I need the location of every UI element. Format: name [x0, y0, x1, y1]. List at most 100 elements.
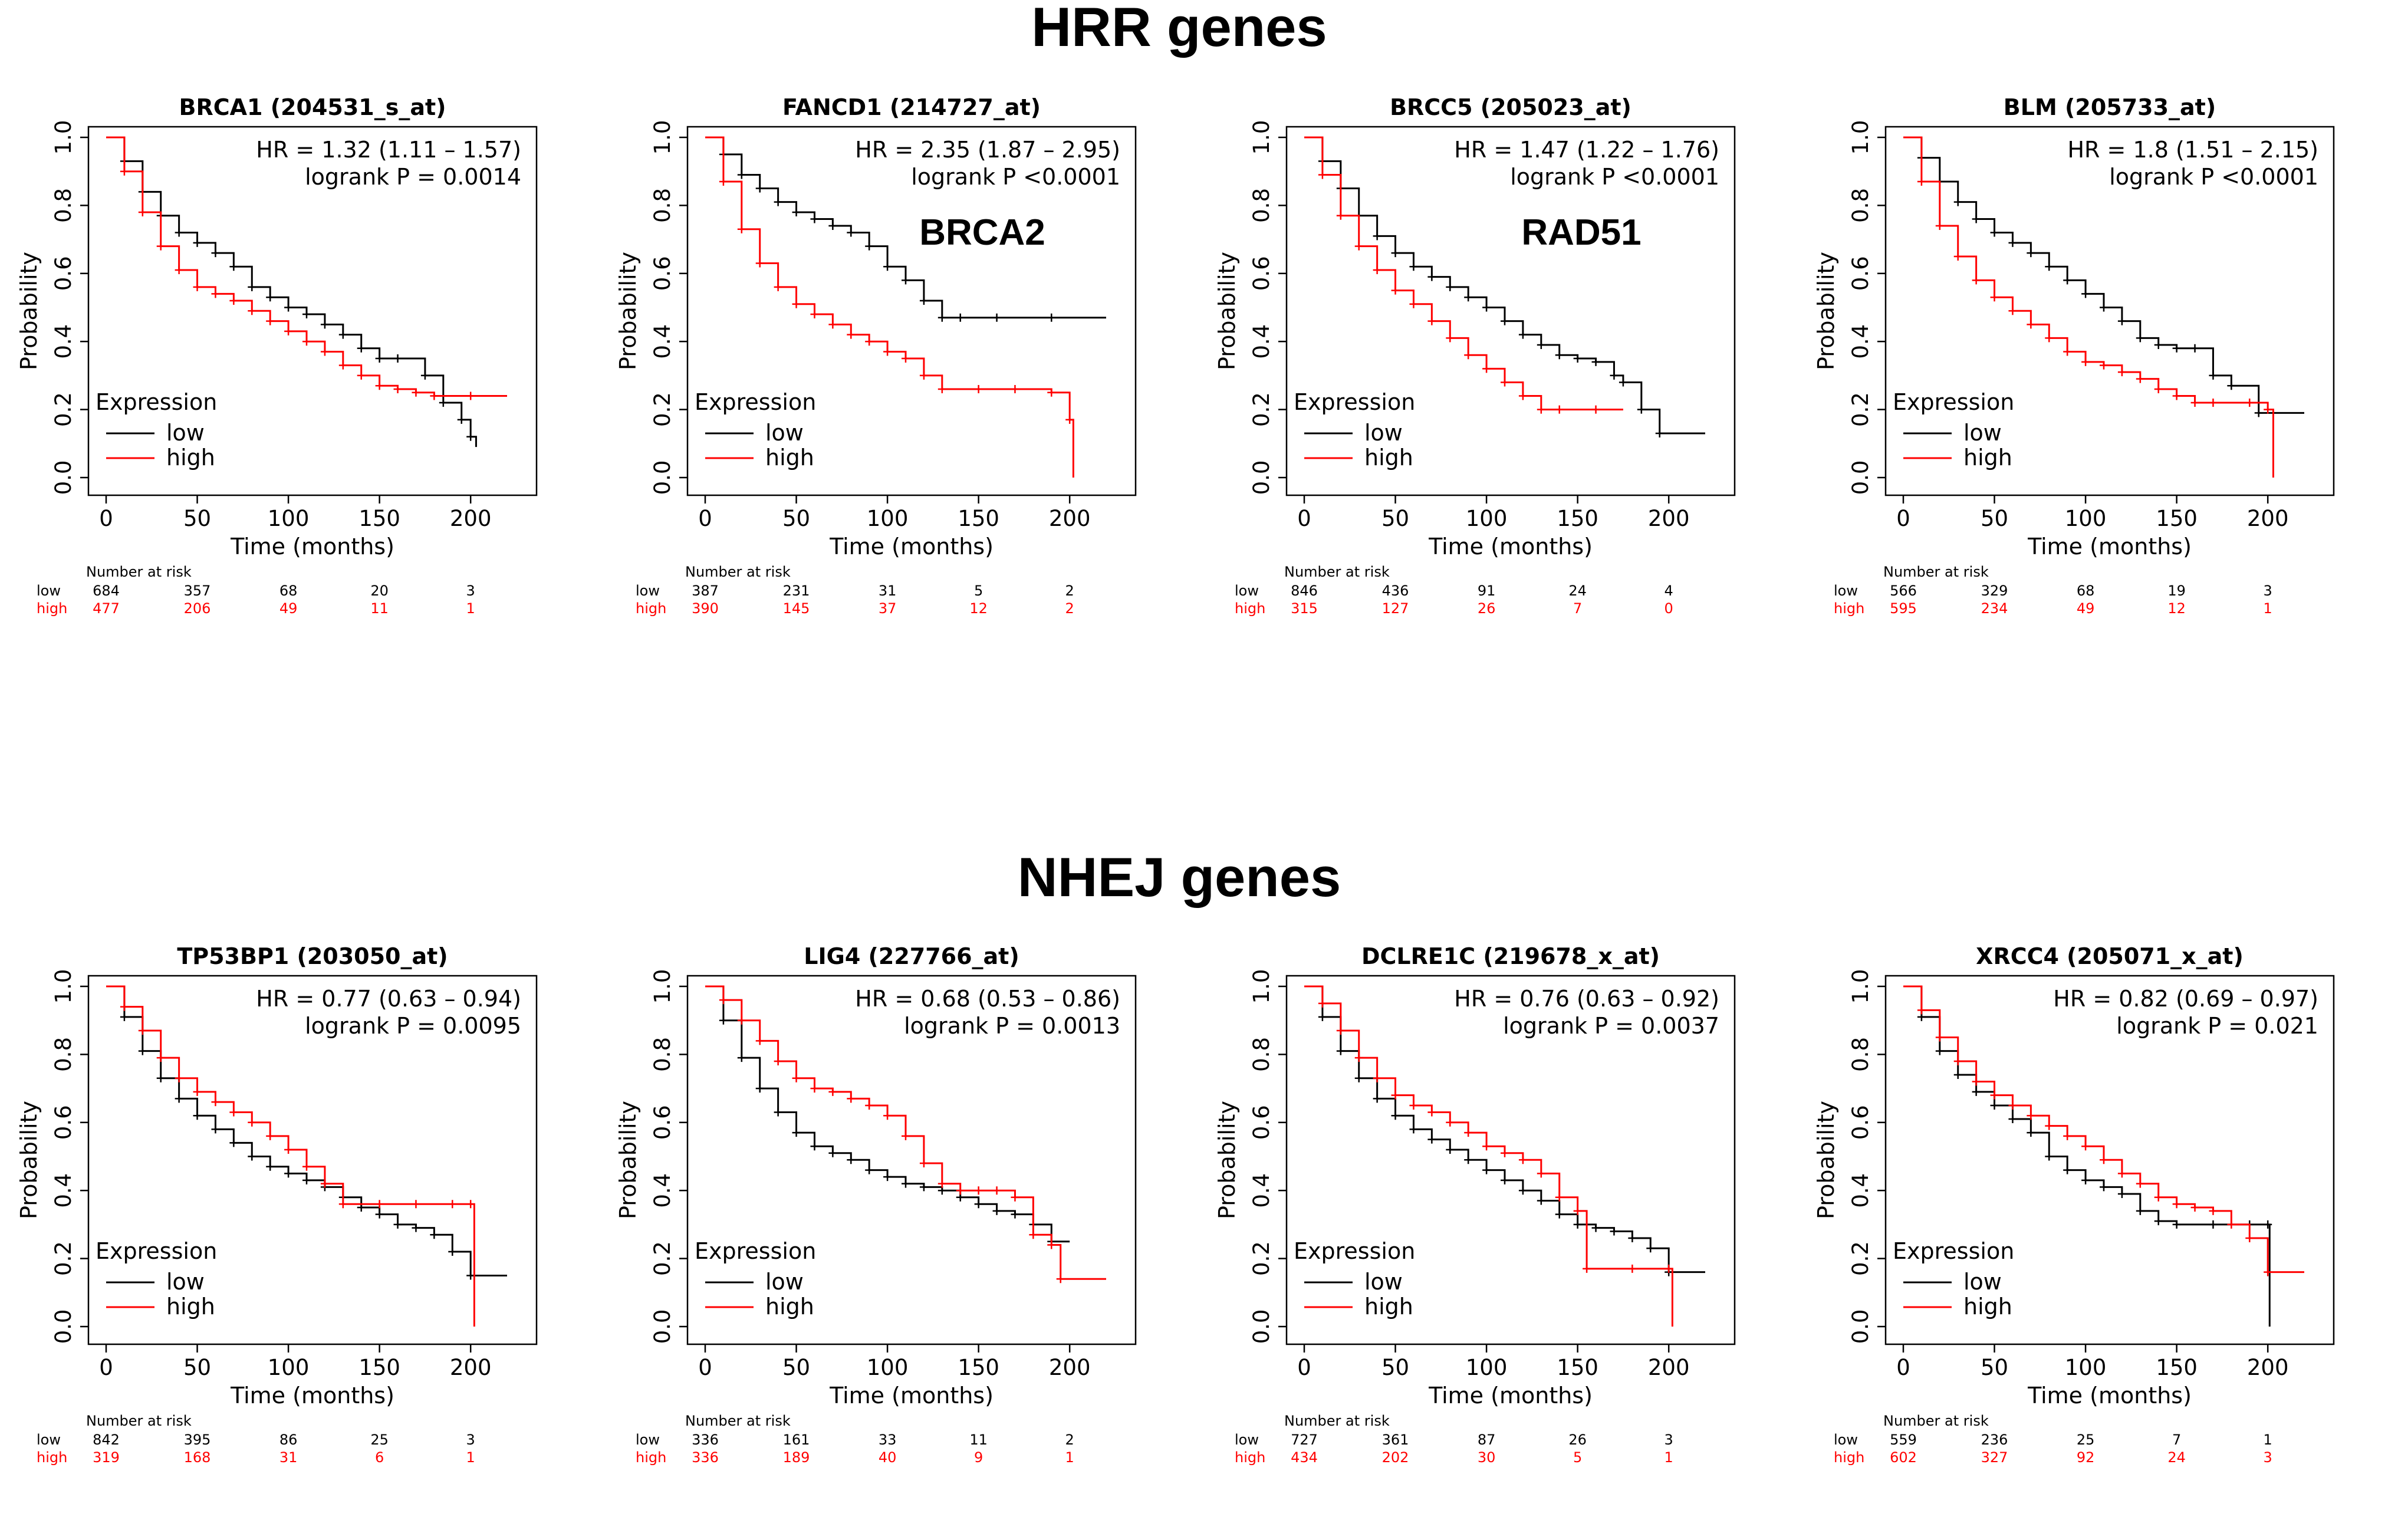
panel-title: BRCC5 (205023_at): [1390, 94, 1631, 120]
censor-mark-low: [2063, 1166, 2072, 1174]
km-panel: BLM (205733_at) 0.0 0.2 0.4 0.6 0.8 1.0 0 50 100 1…: [1813, 94, 2335, 617]
censor-mark-high: [1591, 405, 1600, 414]
y-tick-label: 0.6: [1249, 1105, 1274, 1140]
censor-mark-low: [1953, 1071, 1962, 1080]
risk-value-high: 31: [279, 1449, 298, 1466]
y-tick-label: 0.0: [650, 1309, 675, 1344]
censor-mark-low: [266, 1162, 275, 1171]
x-tick-label: 50: [183, 1355, 211, 1380]
censor-mark-low: [919, 296, 928, 305]
censor-mark-low: [1501, 1176, 1509, 1184]
censor-mark-high: [229, 296, 238, 305]
panel-title: XRCC4 (205071_x_at): [1976, 943, 2244, 969]
censor-mark-high: [1047, 1240, 1056, 1249]
risk-value-low: 387: [692, 583, 719, 599]
y-tick-label: 0.2: [1848, 392, 1873, 427]
censor-mark-high: [956, 1186, 965, 1195]
censor-mark-high: [865, 1101, 874, 1110]
y-tick-label: 0.8: [1848, 188, 1873, 223]
y-axis-label: Probability: [1813, 1101, 1839, 1219]
risk-value-low: 4: [1665, 583, 1673, 599]
risk-value-low: 3: [466, 1432, 475, 1448]
x-axis-label: Time (months): [1428, 1383, 1593, 1409]
x-tick-label: 150: [2156, 1355, 2198, 1380]
risk-value-high: 40: [879, 1449, 897, 1466]
censor-mark-low: [229, 1138, 238, 1147]
risk-value-high: 2: [1065, 600, 1074, 617]
censor-mark-low: [2081, 1176, 2090, 1184]
censor-mark-high: [1935, 222, 1944, 231]
risk-value-low: 361: [1382, 1432, 1409, 1448]
censor-mark-high: [1391, 286, 1400, 295]
x-tick-label: 200: [450, 1355, 492, 1380]
censor-mark-low: [1482, 303, 1491, 312]
censor-mark-low: [828, 222, 837, 231]
censor-mark-low: [1591, 1223, 1600, 1232]
y-axis-label: Probability: [1813, 252, 1839, 370]
censor-mark-low: [1537, 1196, 1545, 1205]
risk-value-high: 390: [692, 600, 719, 617]
censor-mark-high: [2209, 1206, 2218, 1215]
censor-mark-high: [1665, 1264, 1673, 1273]
censor-mark-high: [992, 1186, 1001, 1195]
hazard-ratio: HR = 0.82 (0.69 – 0.97): [2053, 986, 2318, 1012]
censor-mark-low: [1391, 249, 1400, 258]
censor-mark-low: [1501, 317, 1509, 325]
x-tick-label: 0: [1896, 1355, 1910, 1380]
risk-value-low: 236: [1981, 1432, 2008, 1448]
y-tick-label: 0.4: [650, 1173, 675, 1208]
censor-mark-high: [2117, 1169, 2126, 1178]
x-tick-label: 150: [2156, 506, 2198, 531]
y-tick-label: 1.0: [1848, 969, 1873, 1004]
risk-value-high: 202: [1382, 1449, 1409, 1466]
censor-mark-high: [2154, 384, 2163, 393]
legend-label-high: high: [1963, 1294, 2012, 1319]
risk-value-low: 357: [184, 583, 211, 599]
censor-mark-high: [1011, 384, 1019, 393]
risk-value-low: 86: [279, 1432, 298, 1448]
risk-table-header: Number at risk: [685, 1413, 791, 1429]
risk-value-high: 327: [1981, 1449, 2008, 1466]
y-tick-label: 0.4: [51, 324, 76, 359]
censor-mark-low: [2008, 238, 2017, 247]
censor-mark-high: [302, 1162, 311, 1171]
y-axis-label: Probability: [615, 1101, 641, 1219]
censor-mark-low: [2190, 344, 2199, 353]
risk-value-high: 0: [1665, 600, 1673, 617]
censor-mark-high: [120, 1002, 129, 1011]
hazard-ratio: HR = 0.76 (0.63 – 0.92): [1454, 986, 1719, 1012]
censor-mark-low: [1953, 198, 1962, 206]
censor-mark-high: [211, 289, 220, 298]
censor-mark-low: [320, 320, 329, 329]
censor-mark-low: [1990, 1101, 1999, 1110]
censor-mark-high: [357, 371, 366, 380]
y-tick-label: 0.0: [1848, 1309, 1873, 1344]
y-tick-label: 0.4: [1249, 1173, 1274, 1208]
censor-mark-low: [284, 1169, 293, 1178]
legend-title: Expression: [695, 1238, 816, 1264]
hazard-ratio: HR = 2.35 (1.87 – 2.95): [855, 137, 1120, 163]
censor-mark-low: [211, 1125, 220, 1134]
censor-mark-low: [1409, 262, 1418, 271]
risk-row-label-low: low: [1834, 583, 1858, 599]
y-tick-label: 0.2: [650, 1241, 675, 1276]
censor-mark-low: [193, 1111, 202, 1120]
censor-mark-high: [211, 1098, 220, 1107]
risk-value-low: 329: [1981, 583, 2008, 599]
censor-mark-high: [2245, 1233, 2254, 1242]
censor-mark-low: [1047, 313, 1056, 322]
censor-mark-low: [302, 310, 311, 319]
y-tick-label: 0.4: [1249, 324, 1274, 359]
x-tick-label: 0: [99, 1355, 113, 1380]
censor-mark-high: [1354, 1054, 1363, 1062]
censor-mark-high: [1990, 293, 1999, 302]
logrank-p: logrank P = 0.0095: [305, 1013, 521, 1039]
plot-frame: [1285, 126, 1736, 496]
censor-mark-high: [2027, 1111, 2035, 1120]
censor-mark-low: [1619, 378, 1627, 387]
x-tick-label: 150: [1557, 506, 1598, 531]
logrank-p: logrank P = 0.021: [2116, 1013, 2318, 1039]
censor-mark-high: [2172, 1200, 2181, 1209]
y-tick-label: 0.4: [1848, 324, 1873, 359]
